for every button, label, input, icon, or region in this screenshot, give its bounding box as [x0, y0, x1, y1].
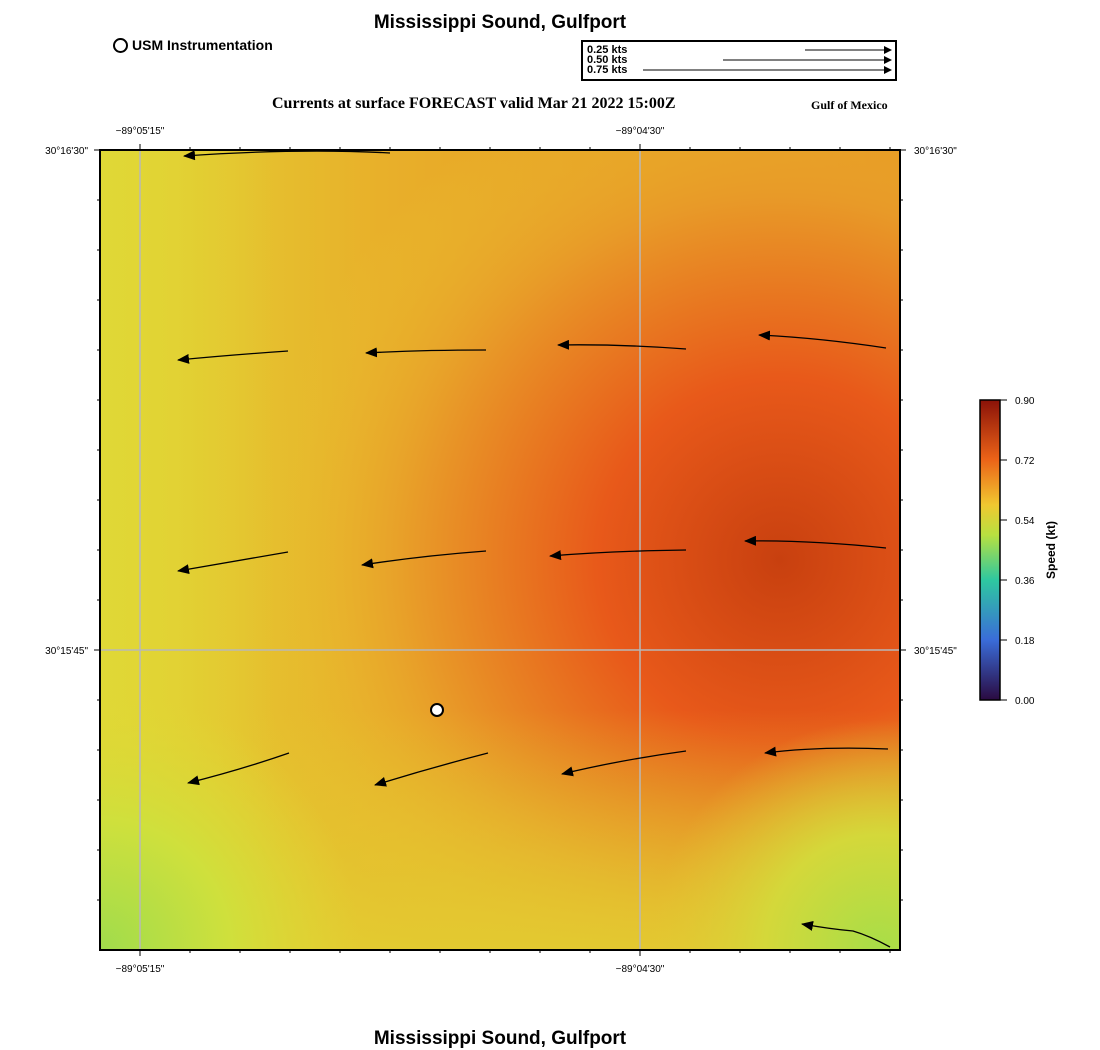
colorbar-tick: 0.36 [1015, 576, 1035, 587]
lon-label-bottom-2: −89°04'30" [616, 964, 665, 975]
current-vector [561, 750, 687, 777]
colorbar-tick: 0.54 [1015, 516, 1035, 527]
lat-label-left-2: 30°15'45" [45, 646, 88, 657]
lon-label-top-2: −89°04'30" [616, 126, 665, 137]
station-marker-icon [113, 37, 128, 53]
vector-scale-legend: 0.25 kts 0.50 kts 0.75 kts [581, 40, 897, 81]
speed-colorbar: 0.90 0.72 0.54 0.36 0.18 0.00 Speed (kt) [979, 396, 1058, 707]
colorbar-tick: 0.90 [1015, 396, 1035, 407]
current-vector [801, 921, 891, 948]
current-vector [187, 752, 290, 786]
current-vector [758, 330, 887, 349]
station-legend: USM Instrumentation [113, 37, 273, 53]
lat-label-left-1: 30°16'30" [45, 146, 88, 157]
current-vector [177, 551, 289, 575]
current-vector [177, 350, 289, 364]
current-vector [764, 746, 889, 757]
speed-field [100, 150, 900, 950]
lat-label-right-2: 30°15'45" [914, 646, 957, 657]
vector-scale-arrows [643, 46, 892, 74]
current-vector [744, 535, 887, 549]
vector-scale-label-025: 0.25 kts [587, 44, 628, 56]
current-vector [549, 549, 687, 561]
axis-ticks [94, 144, 906, 956]
current-vector [374, 752, 489, 787]
colorbar-title: Speed (kt) [1044, 521, 1058, 579]
current-vectors [177, 150, 891, 948]
current-vector [183, 150, 391, 161]
map-title: Mississippi Sound, Gulfport [373, 12, 627, 33]
lon-label-bottom-1: −89°05'15" [116, 964, 165, 975]
region-label: Gulf of Mexico [811, 98, 888, 112]
colorbar-ramp [979, 399, 1001, 701]
colorbar-tick: 0.18 [1015, 636, 1035, 647]
usm-station-marker [430, 703, 444, 717]
colorbar-tick: 0.72 [1015, 456, 1035, 467]
map-bottom-title: Mississippi Sound, Gulfport [373, 1028, 627, 1049]
forecast-subtitle: Currents at surface FORECAST valid Mar 2… [272, 95, 676, 112]
vector-scale-label-050: 0.50 kts [587, 54, 628, 66]
lon-label-top-1: −89°05'15" [116, 126, 165, 137]
colorbar-tick: 0.00 [1015, 696, 1035, 707]
vector-scale-label-075: 0.75 kts [587, 64, 628, 76]
lat-label-right-1: 30°16'30" [914, 146, 957, 157]
current-vector [361, 550, 487, 569]
current-vector [557, 339, 687, 350]
station-legend-label: USM Instrumentation [132, 37, 273, 53]
current-vector [365, 347, 487, 358]
